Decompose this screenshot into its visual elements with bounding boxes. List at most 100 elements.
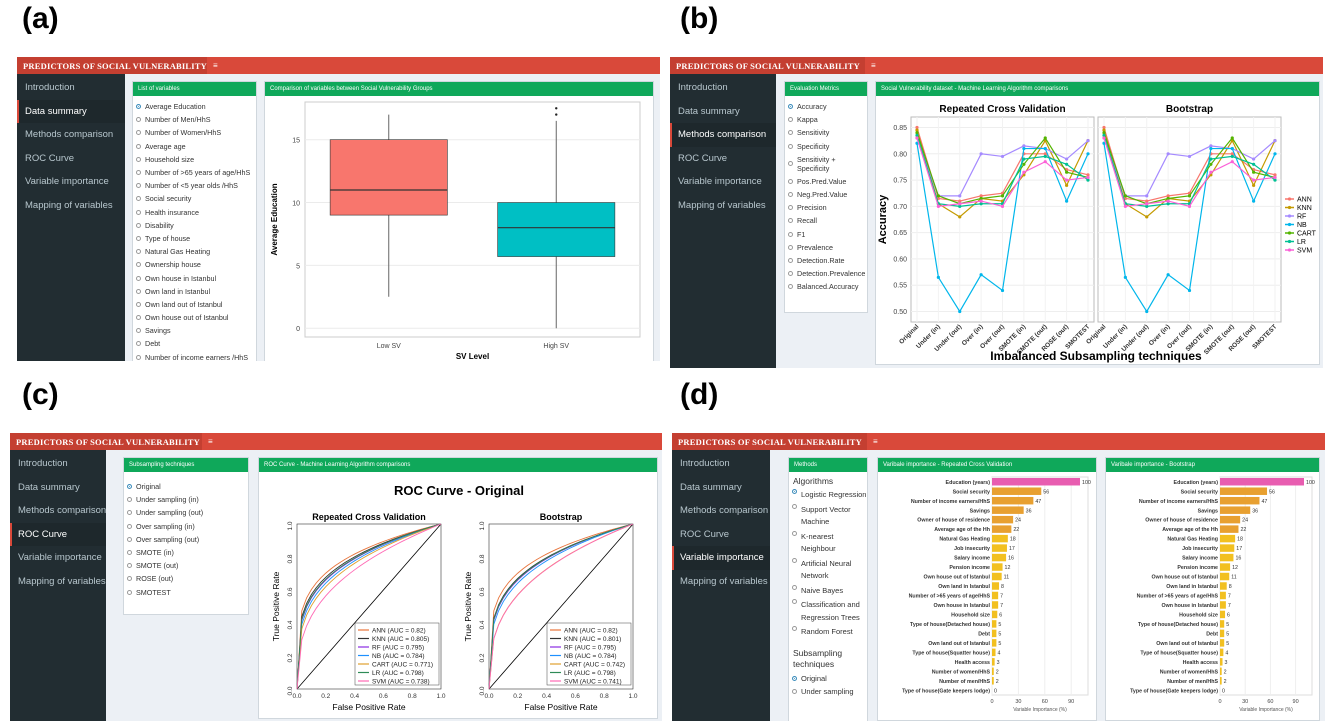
radio-option[interactable]: Classification and Regression Trees	[792, 598, 867, 625]
radio-option[interactable]: Neg.Pred.Value	[788, 188, 867, 201]
sidebar-item-introduction[interactable]: Introduction	[18, 458, 68, 469]
radio-button-icon[interactable]	[136, 209, 141, 215]
sidebar-item-data-summary[interactable]: Data summary	[678, 105, 740, 117]
radio-option[interactable]: Number of <5 year olds /HhS	[136, 179, 256, 192]
radio-option[interactable]: Type of house	[136, 232, 256, 245]
radio-button-icon[interactable]	[788, 244, 793, 250]
radio-option[interactable]: Own land out of Istanbul	[136, 298, 256, 311]
radio-option[interactable]: Random Forest	[792, 625, 867, 640]
radio-option[interactable]: Over sampling (out)	[127, 533, 248, 546]
sidebar-item-variable-importance[interactable]: Variable importance	[18, 552, 102, 563]
radio-button-icon[interactable]	[136, 104, 141, 110]
sidebar-item-introduction[interactable]: Introduction	[678, 82, 728, 93]
radio-button-icon[interactable]	[792, 503, 797, 509]
menu-toggle-icon[interactable]: ≡	[873, 437, 878, 446]
radio-button-icon[interactable]	[788, 161, 793, 167]
radio-button-icon[interactable]	[788, 192, 793, 198]
radio-option[interactable]: Under sampling (out)	[127, 506, 248, 519]
radio-button-icon[interactable]	[788, 130, 793, 136]
radio-button-icon[interactable]	[788, 257, 793, 263]
radio-option[interactable]: Average Education	[136, 100, 256, 113]
radio-option[interactable]: SMOTE (out)	[127, 559, 248, 572]
radio-option[interactable]: Own house in Istanbul	[136, 271, 256, 284]
radio-option[interactable]: Logistic Regression	[792, 488, 867, 503]
radio-option[interactable]: F1	[788, 228, 867, 241]
radio-button-icon[interactable]	[788, 271, 793, 277]
radio-option[interactable]: Sensitivity	[788, 126, 867, 139]
radio-button-icon[interactable]	[792, 489, 797, 494]
radio-button-icon[interactable]	[792, 599, 797, 604]
radio-option[interactable]: Natural Gas Heating	[136, 245, 256, 258]
sidebar-item-methods-comparison[interactable]: Methods comparison	[680, 505, 769, 516]
radio-option[interactable]: Number of income earners /HhS	[136, 351, 256, 361]
radio-button-icon[interactable]	[136, 156, 141, 162]
radio-button-icon[interactable]	[788, 117, 793, 123]
sidebar-item-mapping[interactable]: Mapping of variables	[25, 199, 113, 211]
sidebar-item-methods-comparison[interactable]: Methods comparison	[670, 123, 776, 147]
radio-option[interactable]: Detection.Prevalence	[788, 267, 867, 280]
radio-option[interactable]: SMOTE (in)	[127, 546, 248, 559]
radio-button-icon[interactable]	[788, 218, 793, 224]
radio-button-icon[interactable]	[127, 484, 132, 490]
radio-button-icon[interactable]	[127, 510, 132, 516]
menu-toggle-icon[interactable]: ≡	[208, 437, 213, 446]
radio-button-icon[interactable]	[136, 222, 141, 228]
sidebar-item-roc-curve[interactable]: ROC Curve	[10, 522, 106, 546]
menu-toggle-icon[interactable]: ≡	[871, 61, 876, 70]
radio-option[interactable]: Number of Women/HhS	[136, 126, 256, 139]
radio-button-icon[interactable]	[136, 341, 141, 347]
radio-option[interactable]: SMOTEST	[127, 586, 248, 599]
radio-button-icon[interactable]	[127, 523, 132, 529]
sidebar-item-variable-importance[interactable]: Variable importance	[678, 176, 762, 187]
radio-option[interactable]: Pos.Pred.Value	[788, 175, 867, 188]
radio-option[interactable]: ROSE (out)	[127, 572, 248, 585]
radio-option[interactable]: Naive Bayes	[792, 584, 867, 599]
radio-button-icon[interactable]	[792, 675, 797, 681]
radio-option[interactable]: Debt	[136, 337, 256, 350]
radio-button-icon[interactable]	[136, 288, 141, 294]
radio-option[interactable]: K-nearest Neighbour	[792, 530, 867, 557]
sidebar-item-introduction[interactable]: Introduction	[25, 82, 75, 93]
radio-option[interactable]: Disability	[136, 219, 256, 232]
radio-button-icon[interactable]	[127, 563, 132, 569]
radio-button-icon[interactable]	[792, 530, 797, 536]
radio-option[interactable]: Accuracy	[788, 100, 867, 113]
radio-option[interactable]: Over sampling (in)	[127, 520, 248, 533]
radio-option[interactable]: Original	[792, 672, 867, 685]
radio-option[interactable]: Recall	[788, 214, 867, 227]
radio-button-icon[interactable]	[792, 688, 797, 694]
radio-button-icon[interactable]	[136, 196, 141, 202]
radio-button-icon[interactable]	[136, 235, 141, 241]
radio-option[interactable]: Own land in Istanbul	[136, 285, 256, 298]
radio-button-icon[interactable]	[136, 183, 141, 189]
radio-option[interactable]: Sensitivity + Specificity	[788, 153, 867, 175]
radio-button-icon[interactable]	[788, 205, 793, 211]
radio-button-icon[interactable]	[792, 557, 797, 563]
sidebar-item-variable-importance[interactable]: Variable importance	[672, 546, 770, 570]
radio-button-icon[interactable]	[136, 328, 141, 334]
radio-button-icon[interactable]	[127, 576, 132, 582]
sidebar-item-mapping[interactable]: Mapping of variables	[18, 575, 106, 587]
radio-option[interactable]: Own house out of Istanbul	[136, 311, 256, 324]
sidebar-item-methods-comparison[interactable]: Methods comparison	[25, 129, 114, 140]
radio-option[interactable]: Support Vector Machine	[792, 503, 867, 530]
radio-button-icon[interactable]	[136, 354, 141, 360]
radio-option[interactable]: Artificial Neural Network	[792, 557, 867, 584]
sidebar-item-variable-importance[interactable]: Variable importance	[25, 176, 109, 187]
sidebar-item-introduction[interactable]: Introduction	[680, 458, 730, 469]
radio-button-icon[interactable]	[136, 301, 141, 307]
radio-button-icon[interactable]	[788, 178, 793, 184]
radio-button-icon[interactable]	[136, 117, 141, 123]
radio-button-icon[interactable]	[136, 315, 141, 321]
radio-option[interactable]: Original	[127, 480, 248, 493]
radio-option[interactable]: Balanced.Accuracy	[788, 280, 867, 293]
sidebar-item-methods-comparison[interactable]: Methods comparison	[18, 505, 106, 516]
radio-button-icon[interactable]	[788, 104, 793, 110]
menu-toggle-icon[interactable]: ≡	[213, 61, 218, 70]
sidebar-item-roc-curve[interactable]: ROC Curve	[678, 152, 728, 164]
radio-button-icon[interactable]	[136, 275, 141, 281]
sidebar-item-roc-curve[interactable]: ROC Curve	[25, 152, 75, 164]
radio-button-icon[interactable]	[792, 626, 797, 631]
radio-button-icon[interactable]	[788, 231, 793, 237]
radio-button-icon[interactable]	[788, 284, 793, 290]
